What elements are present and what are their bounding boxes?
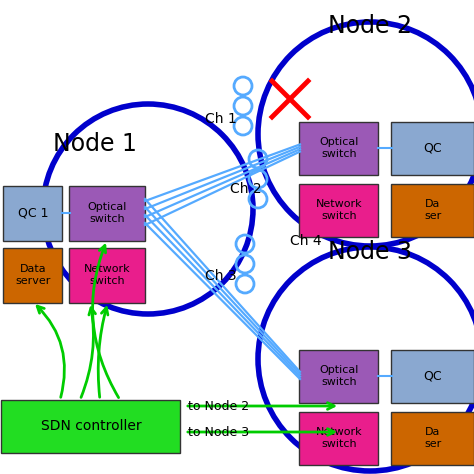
FancyBboxPatch shape <box>392 121 474 174</box>
Text: to Node 3: to Node 3 <box>188 426 249 438</box>
Text: Optical
switch: Optical switch <box>88 202 127 224</box>
Text: SDN controller: SDN controller <box>41 419 141 433</box>
Text: Network
switch: Network switch <box>84 264 131 286</box>
Text: Ch 4: Ch 4 <box>290 234 322 248</box>
Text: Optical
switch: Optical switch <box>319 365 359 387</box>
Text: Node 1: Node 1 <box>53 132 137 156</box>
Text: Node 3: Node 3 <box>328 240 412 264</box>
FancyBboxPatch shape <box>300 349 379 402</box>
Text: Da
ser: Da ser <box>424 199 442 221</box>
FancyBboxPatch shape <box>300 121 379 174</box>
FancyBboxPatch shape <box>392 349 474 402</box>
FancyBboxPatch shape <box>300 411 379 465</box>
Text: to Node 2: to Node 2 <box>188 400 249 412</box>
FancyBboxPatch shape <box>300 183 379 237</box>
FancyBboxPatch shape <box>392 411 474 465</box>
FancyBboxPatch shape <box>1 400 181 453</box>
Text: QC: QC <box>424 142 442 155</box>
Text: QC 1: QC 1 <box>18 207 48 219</box>
FancyBboxPatch shape <box>3 185 63 240</box>
Text: Da
ser: Da ser <box>424 427 442 449</box>
Text: Ch 3: Ch 3 <box>205 269 237 283</box>
FancyBboxPatch shape <box>3 247 63 302</box>
Text: Data
server: Data server <box>15 264 51 286</box>
Text: Node 2: Node 2 <box>328 14 412 38</box>
Text: Ch 1: Ch 1 <box>205 112 237 126</box>
FancyBboxPatch shape <box>70 247 146 302</box>
Text: Ch 2: Ch 2 <box>230 182 262 196</box>
Text: Network
switch: Network switch <box>316 199 362 221</box>
Text: QC: QC <box>424 370 442 383</box>
Text: Network
switch: Network switch <box>316 427 362 449</box>
Text: Optical
switch: Optical switch <box>319 137 359 159</box>
FancyBboxPatch shape <box>392 183 474 237</box>
FancyBboxPatch shape <box>70 185 146 240</box>
